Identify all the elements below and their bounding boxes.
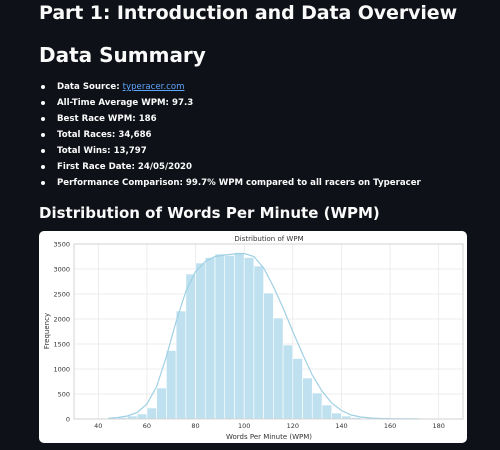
wpm-histogram-chart: Distribution of WPM Words Per Minute (WP… bbox=[43, 235, 464, 441]
summary-item-total-wins: Total Wins: 13,797 bbox=[39, 143, 469, 159]
x-tick-label: 180 bbox=[432, 422, 444, 430]
histogram-bar bbox=[146, 407, 157, 420]
y-axis-label: Frequency bbox=[43, 313, 51, 349]
histogram-bar bbox=[166, 350, 177, 420]
histogram-bar bbox=[331, 412, 342, 420]
x-tick-label: 60 bbox=[143, 422, 151, 430]
x-tick-label: 40 bbox=[94, 422, 102, 430]
y-tick-label: 3500 bbox=[53, 241, 70, 249]
data-summary-title: Data Summary bbox=[39, 43, 206, 67]
summary-item-performance-comparison: Performance Comparison: 99.7% WPM compar… bbox=[39, 175, 469, 191]
summary-list: Data Source: typeracer.com All-Time Aver… bbox=[39, 79, 469, 191]
x-tick-label: 140 bbox=[335, 422, 347, 430]
histogram-bar bbox=[311, 392, 323, 420]
histogram-bar bbox=[175, 310, 187, 420]
histogram-bar bbox=[321, 404, 333, 420]
y-tick-label: 0 bbox=[66, 416, 70, 424]
histogram-bar bbox=[204, 257, 216, 420]
data-source-link[interactable]: typeracer.com bbox=[122, 82, 185, 92]
histogram-bar bbox=[302, 377, 313, 420]
summary-item-data-source: Data Source: typeracer.com bbox=[39, 79, 469, 95]
chart-card: Distribution of WPM Words Per Minute (WP… bbox=[39, 231, 467, 443]
histogram-bar bbox=[253, 265, 264, 420]
x-axis-label: Words Per Minute (WPM) bbox=[226, 433, 312, 441]
histogram-bar bbox=[127, 415, 138, 420]
histogram-bar bbox=[243, 257, 255, 420]
histogram-bar bbox=[214, 253, 226, 420]
y-tick-label: 500 bbox=[58, 391, 70, 399]
plot-frame bbox=[73, 243, 464, 420]
histogram-bar bbox=[195, 262, 206, 420]
histogram-bar bbox=[263, 292, 274, 420]
y-tick-label: 1500 bbox=[53, 341, 70, 349]
summary-item-average-wpm: All-Time Average WPM: 97.3 bbox=[39, 95, 469, 111]
summary-item-total-races: Total Races: 34,686 bbox=[39, 127, 469, 143]
y-tick-label: 2500 bbox=[53, 291, 70, 299]
summary-item-best-wpm: Best Race WPM: 186 bbox=[39, 111, 469, 127]
y-tick-label: 1000 bbox=[53, 366, 70, 374]
x-tick-label: 80 bbox=[191, 422, 199, 430]
histogram-bar bbox=[292, 358, 303, 420]
x-tick-label: 120 bbox=[287, 422, 299, 430]
summary-item-first-race-date: First Race Date: 24/05/2020 bbox=[39, 159, 469, 175]
chart-section-heading: Distribution of Words Per Minute (WPM) bbox=[39, 204, 380, 222]
x-tick-label: 160 bbox=[384, 422, 396, 430]
kde-curve bbox=[107, 252, 420, 420]
y-tick-label: 2000 bbox=[53, 316, 70, 324]
histogram-bar bbox=[282, 344, 294, 420]
y-tick-label: 3000 bbox=[53, 266, 70, 274]
histogram-bar bbox=[185, 273, 196, 420]
histogram-bar bbox=[234, 252, 245, 420]
histogram-bar bbox=[136, 413, 148, 420]
histogram-bar bbox=[341, 415, 352, 420]
histogram-bar bbox=[156, 387, 167, 420]
histogram-bar bbox=[273, 317, 284, 420]
x-tick-label: 100 bbox=[238, 422, 250, 430]
chart-title: Distribution of WPM bbox=[234, 235, 303, 243]
part-title: Part 1: Introduction and Data Overview bbox=[39, 2, 458, 24]
histogram-bar bbox=[224, 255, 235, 420]
